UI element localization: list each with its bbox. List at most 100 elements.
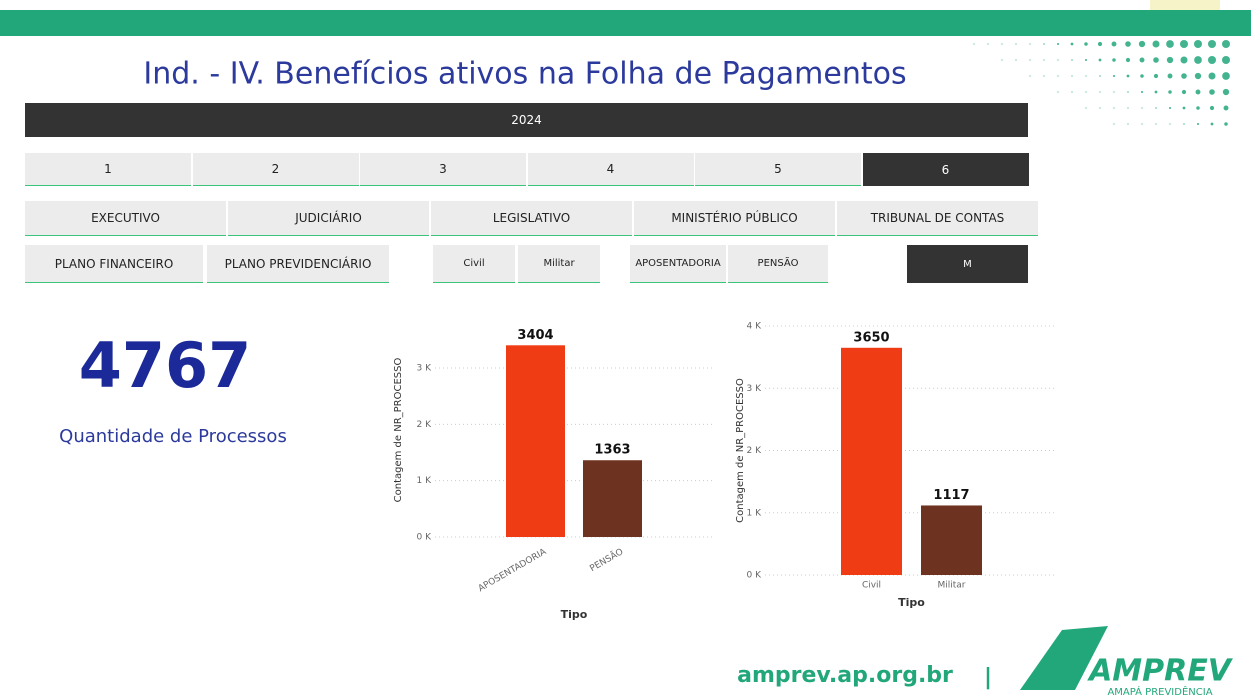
dot xyxy=(1057,59,1059,61)
dot xyxy=(1140,74,1144,78)
dot xyxy=(1181,89,1187,95)
dot xyxy=(1181,73,1187,79)
dot xyxy=(1043,43,1045,45)
data-label: 1363 xyxy=(594,443,630,458)
kpi-label: Quantidade de Processos xyxy=(59,426,287,447)
slicer-button[interactable]: PLANO PREVIDENCIÁRIO xyxy=(207,245,389,283)
slicer-button[interactable]: 5 xyxy=(695,153,861,186)
dot xyxy=(1029,59,1031,61)
slicer-button[interactable]: JUDICIÁRIO xyxy=(228,201,429,236)
dot xyxy=(1222,56,1230,64)
dot xyxy=(1112,74,1116,78)
dot xyxy=(1085,75,1087,77)
slicer-button[interactable]: EXECUTIVO xyxy=(25,201,226,236)
slicer-button[interactable]: PLANO FINANCEIRO xyxy=(25,245,203,283)
corner-accent xyxy=(1150,0,1220,10)
dot xyxy=(1222,72,1230,80)
y-tick-label: 4 K xyxy=(747,322,763,332)
dot xyxy=(1015,59,1017,61)
dot xyxy=(1155,123,1157,125)
x-tick-label: Militar xyxy=(937,581,965,591)
x-axis-label: Tipo xyxy=(898,596,925,609)
dot xyxy=(1043,59,1045,61)
slicer-button[interactable]: TRIBUNAL DE CONTAS xyxy=(837,201,1038,236)
dot xyxy=(1166,56,1174,64)
dot xyxy=(1224,122,1228,126)
dot xyxy=(1141,123,1143,125)
dot xyxy=(1113,107,1115,109)
dot xyxy=(1223,105,1229,111)
y-tick-label: 3 K xyxy=(747,384,763,394)
dot xyxy=(1222,88,1230,96)
dot xyxy=(1153,73,1159,79)
slicer-button[interactable]: Militar xyxy=(518,245,600,283)
slicer-button[interactable]: MINISTÉRIO PÚBLICO xyxy=(634,201,835,236)
dot xyxy=(1111,41,1117,47)
bar xyxy=(841,347,902,575)
logo-text: AMPREV xyxy=(1087,654,1234,689)
dot xyxy=(1194,72,1202,80)
slicer-button[interactable]: LEGISLATIVO xyxy=(431,201,632,236)
dot xyxy=(1209,105,1215,111)
dot xyxy=(1138,40,1146,48)
dot xyxy=(1153,57,1159,63)
dot xyxy=(1183,123,1185,125)
y-tick-label: 2 K xyxy=(747,446,763,456)
bar xyxy=(921,505,982,575)
dot xyxy=(1140,90,1144,94)
slicer-button[interactable]: 2024 xyxy=(25,103,1028,137)
y-tick-label: 0 K xyxy=(747,571,763,581)
dot xyxy=(1169,123,1171,125)
dot xyxy=(1015,43,1017,45)
slicer-button[interactable]: 3 xyxy=(360,153,526,186)
logo-subtitle: AMAPÁ PREVIDÊNCIA xyxy=(1107,685,1212,697)
bar xyxy=(583,460,642,537)
dot xyxy=(1182,106,1186,110)
dot xyxy=(1127,91,1129,93)
slicer-button[interactable]: APOSENTADORIA xyxy=(630,245,726,283)
data-label: 1117 xyxy=(933,488,969,503)
dot xyxy=(1056,42,1060,46)
dot xyxy=(1071,75,1073,77)
dot xyxy=(1099,107,1101,109)
data-label: 3404 xyxy=(517,328,553,343)
dot xyxy=(1085,107,1087,109)
dot xyxy=(1001,59,1003,61)
dot xyxy=(1001,43,1003,45)
dot xyxy=(1070,42,1074,46)
x-tick-label: APOSENTADORIA xyxy=(477,547,549,594)
x-axis-label: Tipo xyxy=(561,608,588,621)
dot xyxy=(1152,40,1160,48)
dot xyxy=(987,43,989,45)
dot xyxy=(1194,56,1202,64)
dot xyxy=(1098,58,1102,62)
slicer-button[interactable]: M xyxy=(907,245,1028,283)
dot xyxy=(1029,75,1031,77)
dot xyxy=(1097,41,1103,47)
slicer-button[interactable]: 2 xyxy=(192,153,359,186)
y-tick-label: 0 K xyxy=(417,533,433,543)
dot xyxy=(1057,91,1059,93)
dot-pattern xyxy=(973,40,1230,126)
dot xyxy=(1071,59,1073,61)
slicer-button[interactable]: 1 xyxy=(25,153,191,186)
dot xyxy=(1195,89,1201,95)
slicer-button[interactable]: PENSÃO xyxy=(728,245,828,283)
slicer-button[interactable]: 6 xyxy=(862,153,1029,186)
y-tick-label: 2 K xyxy=(417,420,433,430)
slicer-button[interactable]: Civil xyxy=(433,245,515,283)
dot xyxy=(1155,107,1157,109)
dot xyxy=(1125,41,1131,47)
dot xyxy=(1084,58,1088,62)
dot xyxy=(1099,91,1101,93)
dot xyxy=(973,43,975,45)
dot xyxy=(1210,122,1214,126)
dot xyxy=(1168,90,1172,94)
dot xyxy=(1125,57,1131,63)
slicer-button[interactable]: 4 xyxy=(527,153,694,186)
dot xyxy=(1208,72,1216,80)
dot xyxy=(1196,106,1200,110)
dot xyxy=(1166,40,1174,48)
